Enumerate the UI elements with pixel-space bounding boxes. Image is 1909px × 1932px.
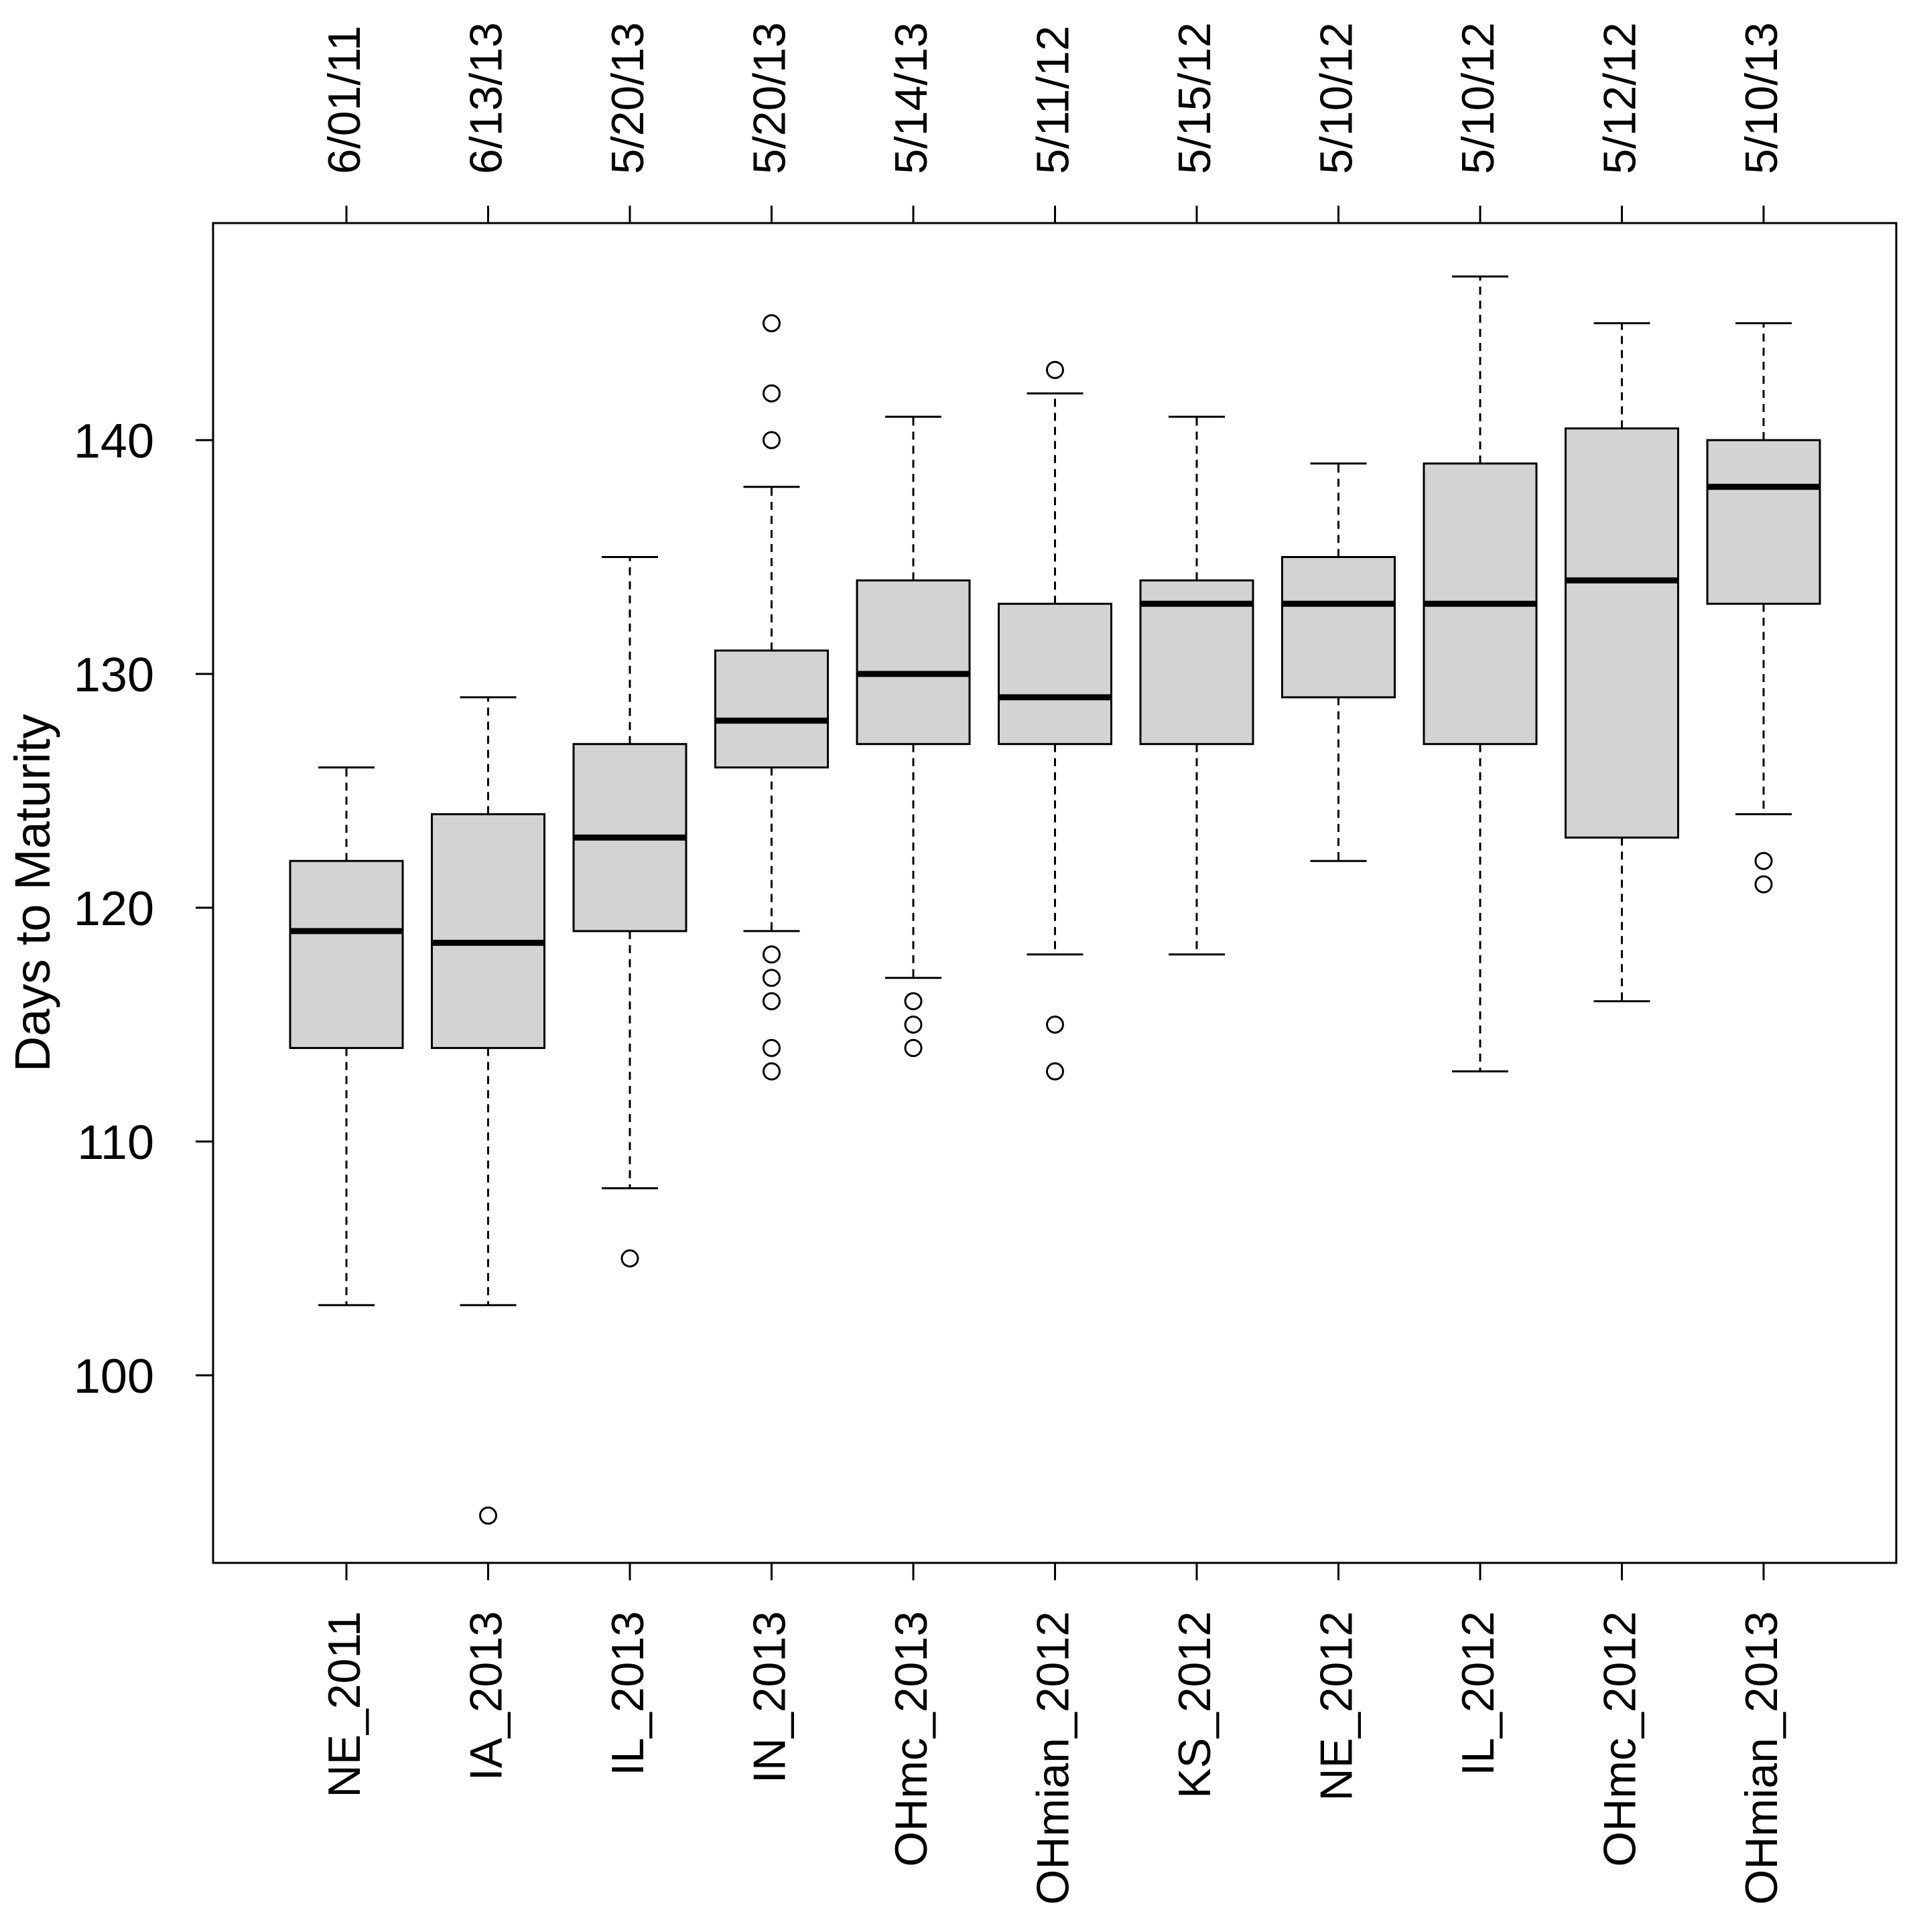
box-group-OHmian_2012 bbox=[998, 360, 1112, 1081]
planting-date-label: 5/20/13 bbox=[602, 22, 653, 174]
planting-date-label: 5/14/13 bbox=[886, 22, 937, 174]
box-group-IL_2012 bbox=[1423, 275, 1538, 1073]
outlier-point bbox=[1046, 1016, 1064, 1034]
x-tick-label: IL_2012 bbox=[1453, 1611, 1504, 1776]
box-iqr bbox=[431, 813, 545, 1049]
x-tick-label: IA_2013 bbox=[461, 1611, 512, 1781]
outlier-point bbox=[620, 1249, 639, 1267]
boxes-layer bbox=[289, 275, 1821, 1525]
y-tick-label: 110 bbox=[77, 1116, 154, 1170]
outlier-point bbox=[904, 992, 923, 1011]
outlier-point bbox=[479, 1506, 497, 1525]
box-iqr bbox=[289, 859, 404, 1049]
planting-date-label: 5/10/12 bbox=[1311, 22, 1362, 174]
outlier-point bbox=[763, 969, 781, 987]
x-tick-label: KS_2012 bbox=[1169, 1611, 1220, 1799]
outlier-point bbox=[1754, 875, 1773, 894]
box-iqr bbox=[1565, 427, 1679, 839]
box-group-IL_2013 bbox=[572, 556, 687, 1267]
planting-date-label: 5/10/13 bbox=[1736, 22, 1787, 174]
box-group-KS_2012 bbox=[1139, 415, 1254, 956]
outlier-point bbox=[763, 384, 781, 403]
box-iqr bbox=[1281, 556, 1396, 699]
outlier-point bbox=[904, 1016, 923, 1034]
box-iqr bbox=[1706, 439, 1821, 605]
y-tick-label: 100 bbox=[74, 1350, 154, 1403]
x-axis-category-labels: NE_2011 IA_2013 IL_2013 IN_2013 OHmc_2013 OHm… bbox=[319, 1562, 1787, 1905]
box-iqr bbox=[714, 649, 829, 769]
x-tick-label: OHmc_2013 bbox=[886, 1611, 937, 1867]
outlier-point bbox=[763, 314, 781, 332]
outlier-point bbox=[763, 992, 781, 1011]
x-axis-planting-dates: 6/01/11 6/13/13 5/20/13 5/20/13 5/14/13 5/11/… bbox=[319, 22, 1787, 224]
x-tick-label: IL_2013 bbox=[602, 1611, 653, 1776]
planting-date-label: 5/12/12 bbox=[1595, 22, 1646, 174]
y-tick-label: 120 bbox=[74, 882, 154, 936]
y-tick-label: 140 bbox=[74, 415, 154, 468]
planting-date-label: 5/15/12 bbox=[1169, 22, 1220, 174]
box-group-IN_2013 bbox=[714, 314, 829, 1081]
outlier-point bbox=[1046, 1062, 1064, 1081]
outlier-point bbox=[763, 945, 781, 964]
outlier-point bbox=[904, 1038, 923, 1057]
y-axis-title: Days to Maturity bbox=[5, 714, 60, 1073]
outlier-point bbox=[763, 431, 781, 450]
outlier-point bbox=[763, 1038, 781, 1057]
box-group-OHmc_2013 bbox=[856, 415, 971, 1057]
y-axis: 100 110 120 130 140 bbox=[74, 415, 214, 1403]
box-group-NE_2011 bbox=[289, 766, 404, 1306]
y-tick-label: 130 bbox=[74, 648, 154, 702]
box-group-OHmc_2012 bbox=[1565, 322, 1679, 1003]
outlier-point bbox=[1754, 851, 1773, 870]
planting-date-label: 6/13/13 bbox=[461, 22, 512, 174]
box-group-IA_2013 bbox=[431, 696, 545, 1525]
planting-date-label: 5/20/13 bbox=[744, 22, 795, 174]
planting-date-label: 5/10/12 bbox=[1453, 22, 1504, 174]
box-group-NE_2012 bbox=[1281, 462, 1396, 862]
box-iqr bbox=[998, 602, 1112, 746]
x-tick-label: IN_2013 bbox=[744, 1611, 795, 1783]
x-tick-label: OHmian_2013 bbox=[1736, 1611, 1787, 1905]
box-group-OHmian_2013 bbox=[1706, 322, 1821, 894]
x-tick-label: OHmian_2012 bbox=[1028, 1611, 1079, 1905]
x-tick-label: NE_2012 bbox=[1311, 1611, 1362, 1801]
x-tick-label: OHmc_2012 bbox=[1595, 1611, 1646, 1867]
x-tick-label: NE_2011 bbox=[319, 1611, 370, 1798]
box-iqr bbox=[1139, 579, 1254, 746]
box-iqr bbox=[856, 579, 971, 746]
outlier-point bbox=[1046, 360, 1064, 379]
outlier-point bbox=[763, 1062, 781, 1081]
planting-date-label: 5/11/12 bbox=[1028, 25, 1079, 174]
planting-date-label: 6/01/11 bbox=[319, 25, 370, 174]
